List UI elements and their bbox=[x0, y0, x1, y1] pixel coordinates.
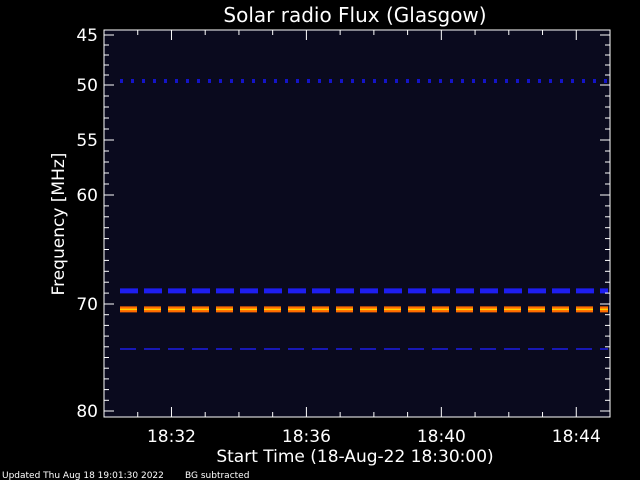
chart-title: Solar radio Flux (Glasgow) bbox=[223, 3, 486, 27]
footer-note: BG subtracted bbox=[185, 471, 249, 480]
x-tick-label: 18:36 bbox=[282, 427, 331, 447]
y-tick-label: 60 bbox=[76, 186, 98, 206]
emission-bands bbox=[120, 79, 608, 350]
y-tick-label: 50 bbox=[76, 76, 98, 96]
plot-area bbox=[104, 30, 610, 417]
x-axis-title: Start Time (18-Aug-22 18:30:00) bbox=[216, 447, 493, 467]
y-tick-label: 55 bbox=[76, 131, 98, 151]
axes: 45 50 55 60 70 80 18:32 18:36 18:40 18:44 bbox=[76, 26, 611, 447]
plot-frame bbox=[103, 29, 611, 418]
x-tick-label: 18:40 bbox=[417, 427, 466, 447]
y-axis-title: Frequency [MHz] bbox=[49, 153, 69, 296]
footer-updated: Updated Thu Aug 18 19:01:30 2022 bbox=[2, 471, 164, 480]
y-tick-label: 70 bbox=[76, 295, 98, 315]
x-tick-label: 18:44 bbox=[552, 427, 601, 447]
x-tick-label: 18:32 bbox=[147, 427, 196, 447]
y-tick-label: 45 bbox=[76, 26, 98, 46]
y-tick-label: 80 bbox=[76, 402, 98, 422]
